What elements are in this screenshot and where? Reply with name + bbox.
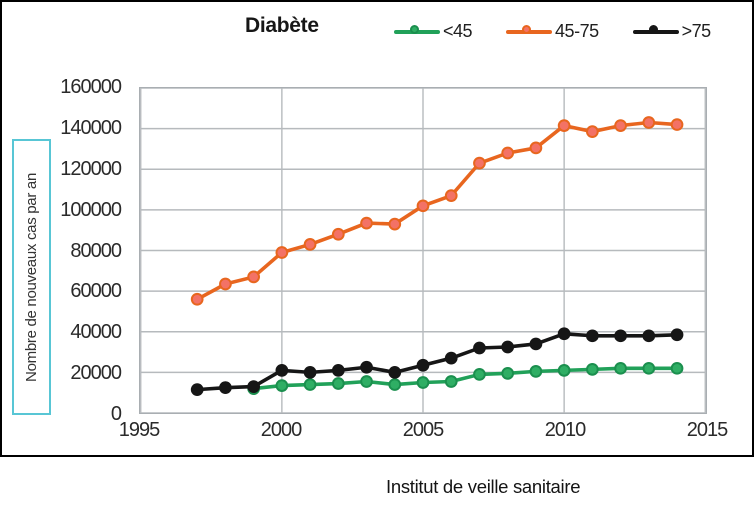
legend-dot-icon <box>522 25 532 34</box>
data-point <box>529 141 543 155</box>
data-point <box>444 375 458 388</box>
data-point <box>219 277 232 291</box>
data-point <box>388 378 402 391</box>
data-point <box>670 118 684 131</box>
data-point <box>501 340 515 354</box>
data-point <box>529 337 543 351</box>
data-point <box>275 246 289 259</box>
data-point <box>557 327 571 341</box>
data-point <box>360 216 373 230</box>
legend-label-45-75: 45-75 <box>555 21 599 41</box>
legend-label-over75: >75 <box>681 21 712 41</box>
legend-item-under45: <45 <box>394 21 473 42</box>
data-point <box>444 189 458 203</box>
data-point <box>331 377 345 390</box>
y-tick-label: 140000 <box>60 116 122 139</box>
data-point <box>670 361 684 375</box>
x-tick-label: 2010 <box>544 419 586 441</box>
data-point <box>331 227 345 241</box>
data-point <box>190 383 204 397</box>
y-tick-label: 60000 <box>70 280 122 303</box>
x-tick-label: 2000 <box>260 419 302 441</box>
data-point <box>614 329 627 343</box>
legend-dot-icon <box>410 25 419 34</box>
data-point <box>247 270 261 284</box>
data-point <box>303 238 317 251</box>
source-caption: Institut de veille sanitaire <box>386 476 581 497</box>
legend: <45 45-75 >75 <box>394 21 711 42</box>
data-point <box>303 366 317 379</box>
data-point <box>585 362 599 376</box>
data-point <box>501 146 515 160</box>
y-axis-label-box: Nombre de nouveaux cas par an <box>12 139 51 415</box>
data-point <box>303 378 317 391</box>
series-line-0 <box>251 366 679 391</box>
data-point <box>473 341 486 355</box>
data-point <box>529 364 543 378</box>
data-point <box>360 360 373 374</box>
data-point <box>275 379 289 392</box>
legend-label-under45: <45 <box>443 21 473 41</box>
y-tick-label: 120000 <box>60 157 122 180</box>
x-tick-label: 2015 <box>686 419 728 441</box>
data-point <box>642 329 656 343</box>
data-point <box>331 363 345 377</box>
data-point <box>388 366 402 379</box>
data-point <box>614 361 627 375</box>
data-point <box>585 125 599 139</box>
legend-marker-under45-icon <box>394 25 440 39</box>
legend-marker-45-75-icon <box>506 25 553 39</box>
y-tick-label: 80000 <box>70 239 122 262</box>
chart-title: Diabète <box>245 14 319 37</box>
data-point <box>247 380 261 393</box>
data-point <box>416 358 430 372</box>
y-tick-label: 20000 <box>70 362 122 385</box>
legend-item-over75: >75 <box>632 21 712 42</box>
data-point <box>614 119 627 132</box>
data-point <box>642 361 656 375</box>
x-tick-label: 1995 <box>118 419 160 441</box>
plot-area <box>139 87 707 414</box>
legend-item-45-75: 45-75 <box>506 21 599 42</box>
legend-marker-over75-icon <box>632 25 679 39</box>
data-point <box>557 363 571 377</box>
x-tick-label: 2005 <box>402 419 444 441</box>
y-tick-label: 0 <box>110 403 122 425</box>
legend-dot-icon <box>648 25 658 34</box>
plot-canvas <box>140 88 706 413</box>
y-tick-label: 100000 <box>60 198 122 221</box>
data-point <box>219 381 232 394</box>
y-tick-label: 40000 <box>70 321 122 344</box>
data-point <box>585 329 599 343</box>
data-point <box>670 328 684 342</box>
data-point <box>388 217 402 231</box>
data-point <box>275 363 289 377</box>
data-point <box>557 119 571 132</box>
data-point <box>190 292 204 306</box>
data-point <box>642 116 656 129</box>
data-point <box>444 351 458 365</box>
data-point <box>360 375 373 388</box>
data-point <box>416 376 430 389</box>
data-point <box>501 367 515 380</box>
y-tick-label: 160000 <box>60 76 122 98</box>
data-point <box>473 368 486 381</box>
data-point <box>473 156 486 170</box>
chart-panel: Diabète <45 45-75 <box>0 0 754 457</box>
data-point <box>416 199 430 213</box>
series-line-1 <box>195 120 679 302</box>
